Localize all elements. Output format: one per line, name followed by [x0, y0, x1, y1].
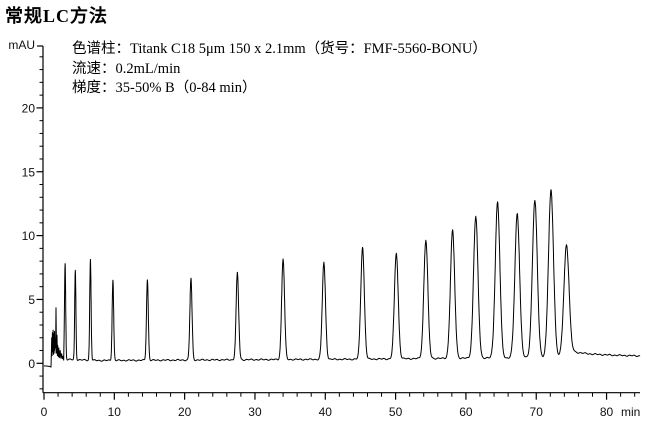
y-tick-label: 15 — [22, 165, 36, 179]
y-tick-label: 5 — [28, 293, 35, 307]
y-tick-label: 20 — [22, 101, 36, 115]
x-tick-label: 0 — [41, 405, 48, 419]
x-tick-label: 50 — [389, 405, 403, 419]
annotation-flow-rate-line: 流速：0.2mL/min — [72, 60, 181, 77]
y-axis-unit-label: mAU — [8, 38, 35, 52]
x-tick-label: 60 — [459, 405, 473, 419]
x-tick-label: 30 — [248, 405, 262, 419]
y-tick-label: 10 — [22, 229, 36, 243]
annotation-column-line: 色谱柱：Titank C18 5μm 150 x 2.1mm（货号：FMF-55… — [72, 41, 487, 57]
method-annotation: 色谱柱：Titank C18 5μm 150 x 2.1mm（货号：FMF-55… — [72, 40, 487, 99]
chromatogram-trace — [43, 189, 641, 368]
x-tick-label: 80 — [600, 405, 614, 419]
annotation-gradient-line: 梯度：35-50% B（0-84 min） — [72, 80, 257, 96]
x-axis-unit-label: min — [621, 405, 640, 419]
x-tick-label: 40 — [319, 405, 333, 419]
page-title: 常规LC方法 — [5, 6, 109, 26]
x-tick-label: 10 — [108, 405, 122, 419]
y-tick-label: 0 — [28, 357, 35, 371]
x-tick-label: 70 — [530, 405, 544, 419]
x-tick-label: 20 — [178, 405, 192, 419]
